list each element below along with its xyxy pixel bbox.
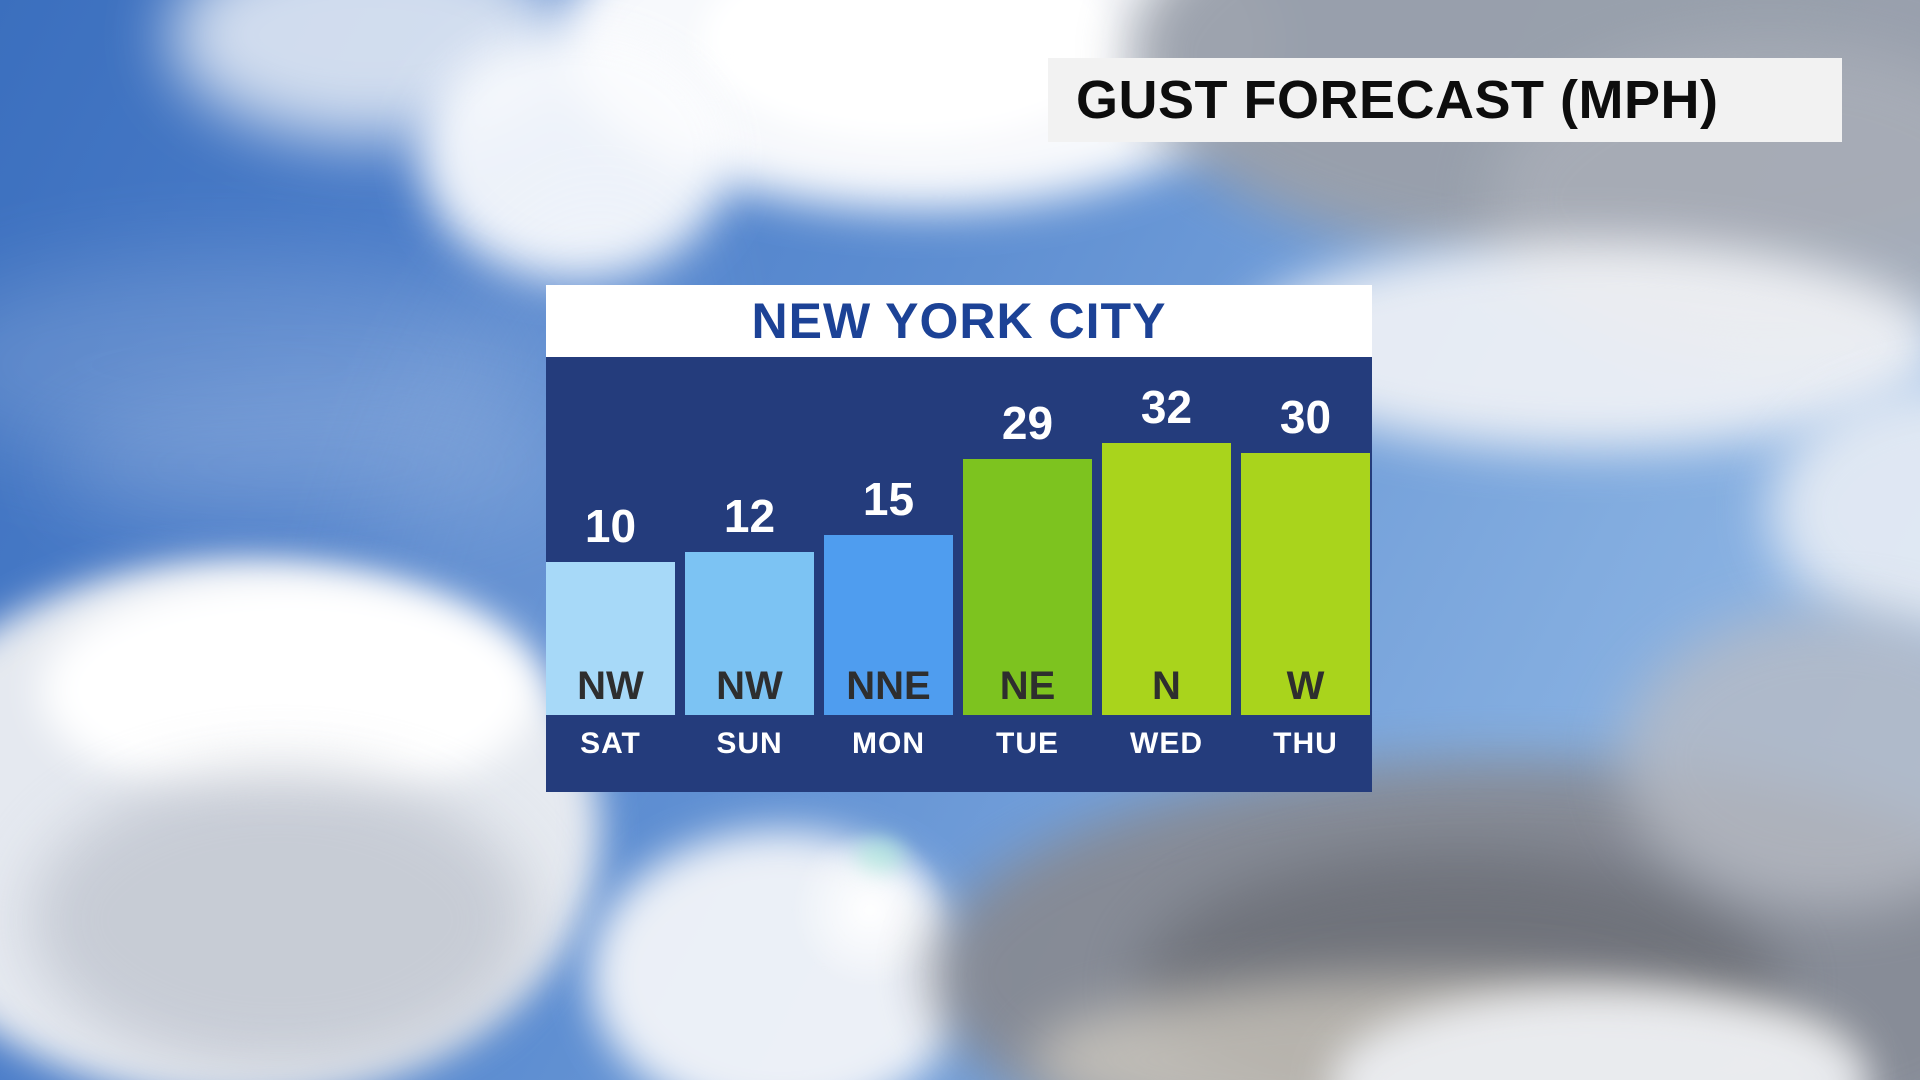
bar-value-label: 32 xyxy=(1140,381,1193,433)
bar-rect: NW xyxy=(685,552,814,715)
bar-column: 15 NNE MON xyxy=(824,357,953,792)
bar-rect: NW xyxy=(546,562,675,715)
bar-value-label: 29 xyxy=(1001,397,1054,449)
lens-flare-dot xyxy=(856,838,904,872)
forecast-panel: NEW YORK CITY 10 NW SAT 12 NW SUN 15 NNE MON 29 NE… xyxy=(546,285,1372,792)
bar-rect: N xyxy=(1102,443,1231,715)
wind-direction-label: NW xyxy=(577,664,644,708)
day-label: SAT xyxy=(580,727,641,760)
bar-value-label: 12 xyxy=(723,490,776,542)
cloud-blob xyxy=(0,260,530,470)
bar-rect: NNE xyxy=(824,535,953,715)
bar-value-label: 30 xyxy=(1279,391,1332,443)
cloud-blob xyxy=(420,30,730,280)
wind-direction-label: NE xyxy=(999,664,1056,708)
cloud-blob xyxy=(50,390,570,540)
wind-direction-label: N xyxy=(1152,664,1181,708)
day-label: WED xyxy=(1130,727,1203,760)
cloud-blob xyxy=(40,575,540,805)
bar-columns: 10 NW SAT 12 NW SUN 15 NNE MON 29 NE TUE 32 N WED 30 W TH… xyxy=(546,357,1370,792)
bar-rect: NE xyxy=(963,459,1092,715)
bar-column: 12 NW SUN xyxy=(685,357,814,792)
bar-value-label: 10 xyxy=(584,500,637,552)
day-label: MON xyxy=(852,727,925,760)
day-label: THU xyxy=(1273,727,1338,760)
bar-column: 32 N WED xyxy=(1102,357,1231,792)
bar-column: 29 NE TUE xyxy=(963,357,1092,792)
wind-direction-label: NNE xyxy=(846,664,931,708)
bar-column: 10 NW SAT xyxy=(546,357,675,792)
day-label: TUE xyxy=(996,727,1059,760)
panel-header: NEW YORK CITY xyxy=(546,285,1372,357)
cloud-blob xyxy=(30,770,530,1070)
bar-value-label: 15 xyxy=(862,473,915,525)
wind-direction-label: W xyxy=(1286,664,1325,708)
bar-chart: 10 NW SAT 12 NW SUN 15 NNE MON 29 NE TUE 32 N WED 30 W TH… xyxy=(546,357,1372,792)
day-label: SUN xyxy=(716,727,783,760)
bar-column: 30 W THU xyxy=(1241,357,1370,792)
wind-direction-label: NW xyxy=(716,664,783,708)
gust-forecast-banner: GUST FORECAST (MPH) xyxy=(1048,58,1842,142)
bar-rect: W xyxy=(1241,453,1370,715)
city-title: NEW YORK CITY xyxy=(751,293,1167,349)
banner-title: GUST FORECAST (MPH) xyxy=(1076,70,1719,130)
